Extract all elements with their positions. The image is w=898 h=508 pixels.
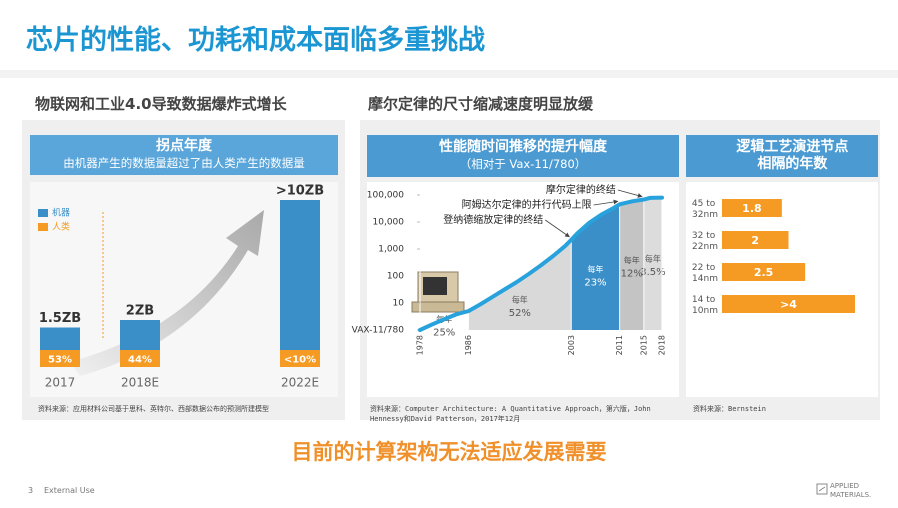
annotation: 摩尔定律的终结 xyxy=(546,183,616,196)
value-label: 1.8 xyxy=(742,202,762,215)
growth-arrow xyxy=(70,210,264,376)
x-tick-label: 2018E xyxy=(121,376,159,390)
y-tick-label: 100 xyxy=(387,272,404,282)
growth-region xyxy=(643,197,662,330)
share-label: 53% xyxy=(48,355,72,366)
bar xyxy=(280,200,320,350)
y-tick-label: 22 to 14nm xyxy=(692,263,718,284)
bar xyxy=(722,199,782,217)
chart-subtitle: （相对于 Vax-11/780） xyxy=(459,157,587,171)
logo-text: APPLIED xyxy=(830,482,860,490)
value-label: 2 xyxy=(751,234,759,247)
value-label: >4 xyxy=(780,298,797,311)
chart-title: 拐点年度 xyxy=(156,138,212,154)
title-band xyxy=(0,70,898,78)
region-rate: 52% xyxy=(509,308,531,319)
page-number: 3 xyxy=(28,486,34,495)
classification: External Use xyxy=(44,486,95,495)
y-tick-label: 45 to 32nm xyxy=(692,199,718,220)
chart-title: 性能随时间推移的提升幅度 xyxy=(439,139,607,155)
section-header: 物联网和工业4.0导致数据爆炸式增长 xyxy=(35,95,287,113)
legend-label: 人类 xyxy=(52,221,70,233)
logo-icon xyxy=(816,483,828,495)
bar xyxy=(722,295,855,313)
annotation: 登纳德缩放定律的终结 xyxy=(443,213,543,226)
share-box xyxy=(280,350,320,367)
logo: APPLIED MATERIALS. xyxy=(830,482,871,500)
legend-swatch xyxy=(38,223,48,231)
chart-subtitle: 由机器产生的数据量超过了由人类产生的数据量 xyxy=(63,156,305,170)
performance-line xyxy=(418,195,664,332)
y-tick-label: 1,000 xyxy=(378,245,404,255)
region-label: 每年 xyxy=(512,294,528,304)
x-tick-label: 2022E xyxy=(281,376,319,390)
value-label: >10ZB xyxy=(276,184,324,199)
header-box xyxy=(686,135,878,177)
x-tick-label: 2015 xyxy=(639,335,648,355)
y-tick-label: 32 to 22nm xyxy=(692,231,718,252)
region-label: 每年 xyxy=(587,264,603,274)
share-box xyxy=(40,350,80,367)
source: 资料来源：应用材料公司基于思科、英特尔、西部数据公布的预测所建模型 xyxy=(38,405,269,413)
value-label: 2.5 xyxy=(754,266,774,279)
annotation-arrow xyxy=(593,199,619,206)
x-tick-label: 2011 xyxy=(615,335,624,355)
region-rate: 23% xyxy=(584,277,606,288)
y-tick-label: 10 xyxy=(393,299,405,309)
region-label: 每年 xyxy=(645,253,661,263)
bar xyxy=(40,327,80,350)
x-tick-label: 2017 xyxy=(45,376,76,390)
x-tick-label: 2003 xyxy=(567,335,576,355)
value-label: 1.5ZB xyxy=(39,311,81,326)
share-label: 44% xyxy=(128,355,152,366)
header-box xyxy=(30,135,338,175)
value-label: 2ZB xyxy=(126,304,154,319)
computer-icon xyxy=(411,271,465,313)
annotation-arrow xyxy=(617,189,643,198)
legend-label: 机器 xyxy=(52,207,70,219)
share-label: <10% xyxy=(284,355,316,366)
x-tick-label: 2018 xyxy=(658,335,667,355)
region-rate: 25% xyxy=(433,328,455,339)
source: 资料来源：Computer Architecture: A Quantitati… xyxy=(370,405,651,423)
annotation-arrow xyxy=(545,219,570,238)
y-tick-label: 10,000 xyxy=(373,218,405,228)
source: 资料来源：Bernstein xyxy=(693,405,766,413)
region-rate: 12% xyxy=(621,269,643,280)
x-tick-label: 1978 xyxy=(416,335,425,355)
y-tick-label: VAX-11/780 xyxy=(352,326,405,336)
legend-swatch xyxy=(38,209,48,217)
growth-region xyxy=(619,197,644,330)
share-box xyxy=(120,350,160,367)
plot-area xyxy=(686,182,878,397)
bar xyxy=(722,231,789,249)
bar xyxy=(722,263,806,281)
slide-title: 芯片的性能、功耗和成本面临多重挑战 xyxy=(26,25,485,56)
region-label: 每年 xyxy=(624,255,640,265)
conclusion: 目前的计算架构无法适应发展需要 xyxy=(291,440,607,464)
section-header: 摩尔定律的尺寸缩减速度明显放缓 xyxy=(368,95,594,113)
annotation: 阿姆达尔定律的并行代码上限 xyxy=(462,198,592,211)
region-rate: 3.5% xyxy=(640,267,665,278)
y-tick-label: 100,000 xyxy=(367,191,404,201)
chart-title: 逻辑工艺演进节点相隔的年数 xyxy=(736,139,849,172)
logo-text: MATERIALS. xyxy=(830,491,872,499)
bar xyxy=(120,320,160,350)
x-tick-label: 1986 xyxy=(464,335,473,355)
y-tick-label: 14 to 10nm xyxy=(692,295,718,316)
header-box xyxy=(367,135,679,177)
